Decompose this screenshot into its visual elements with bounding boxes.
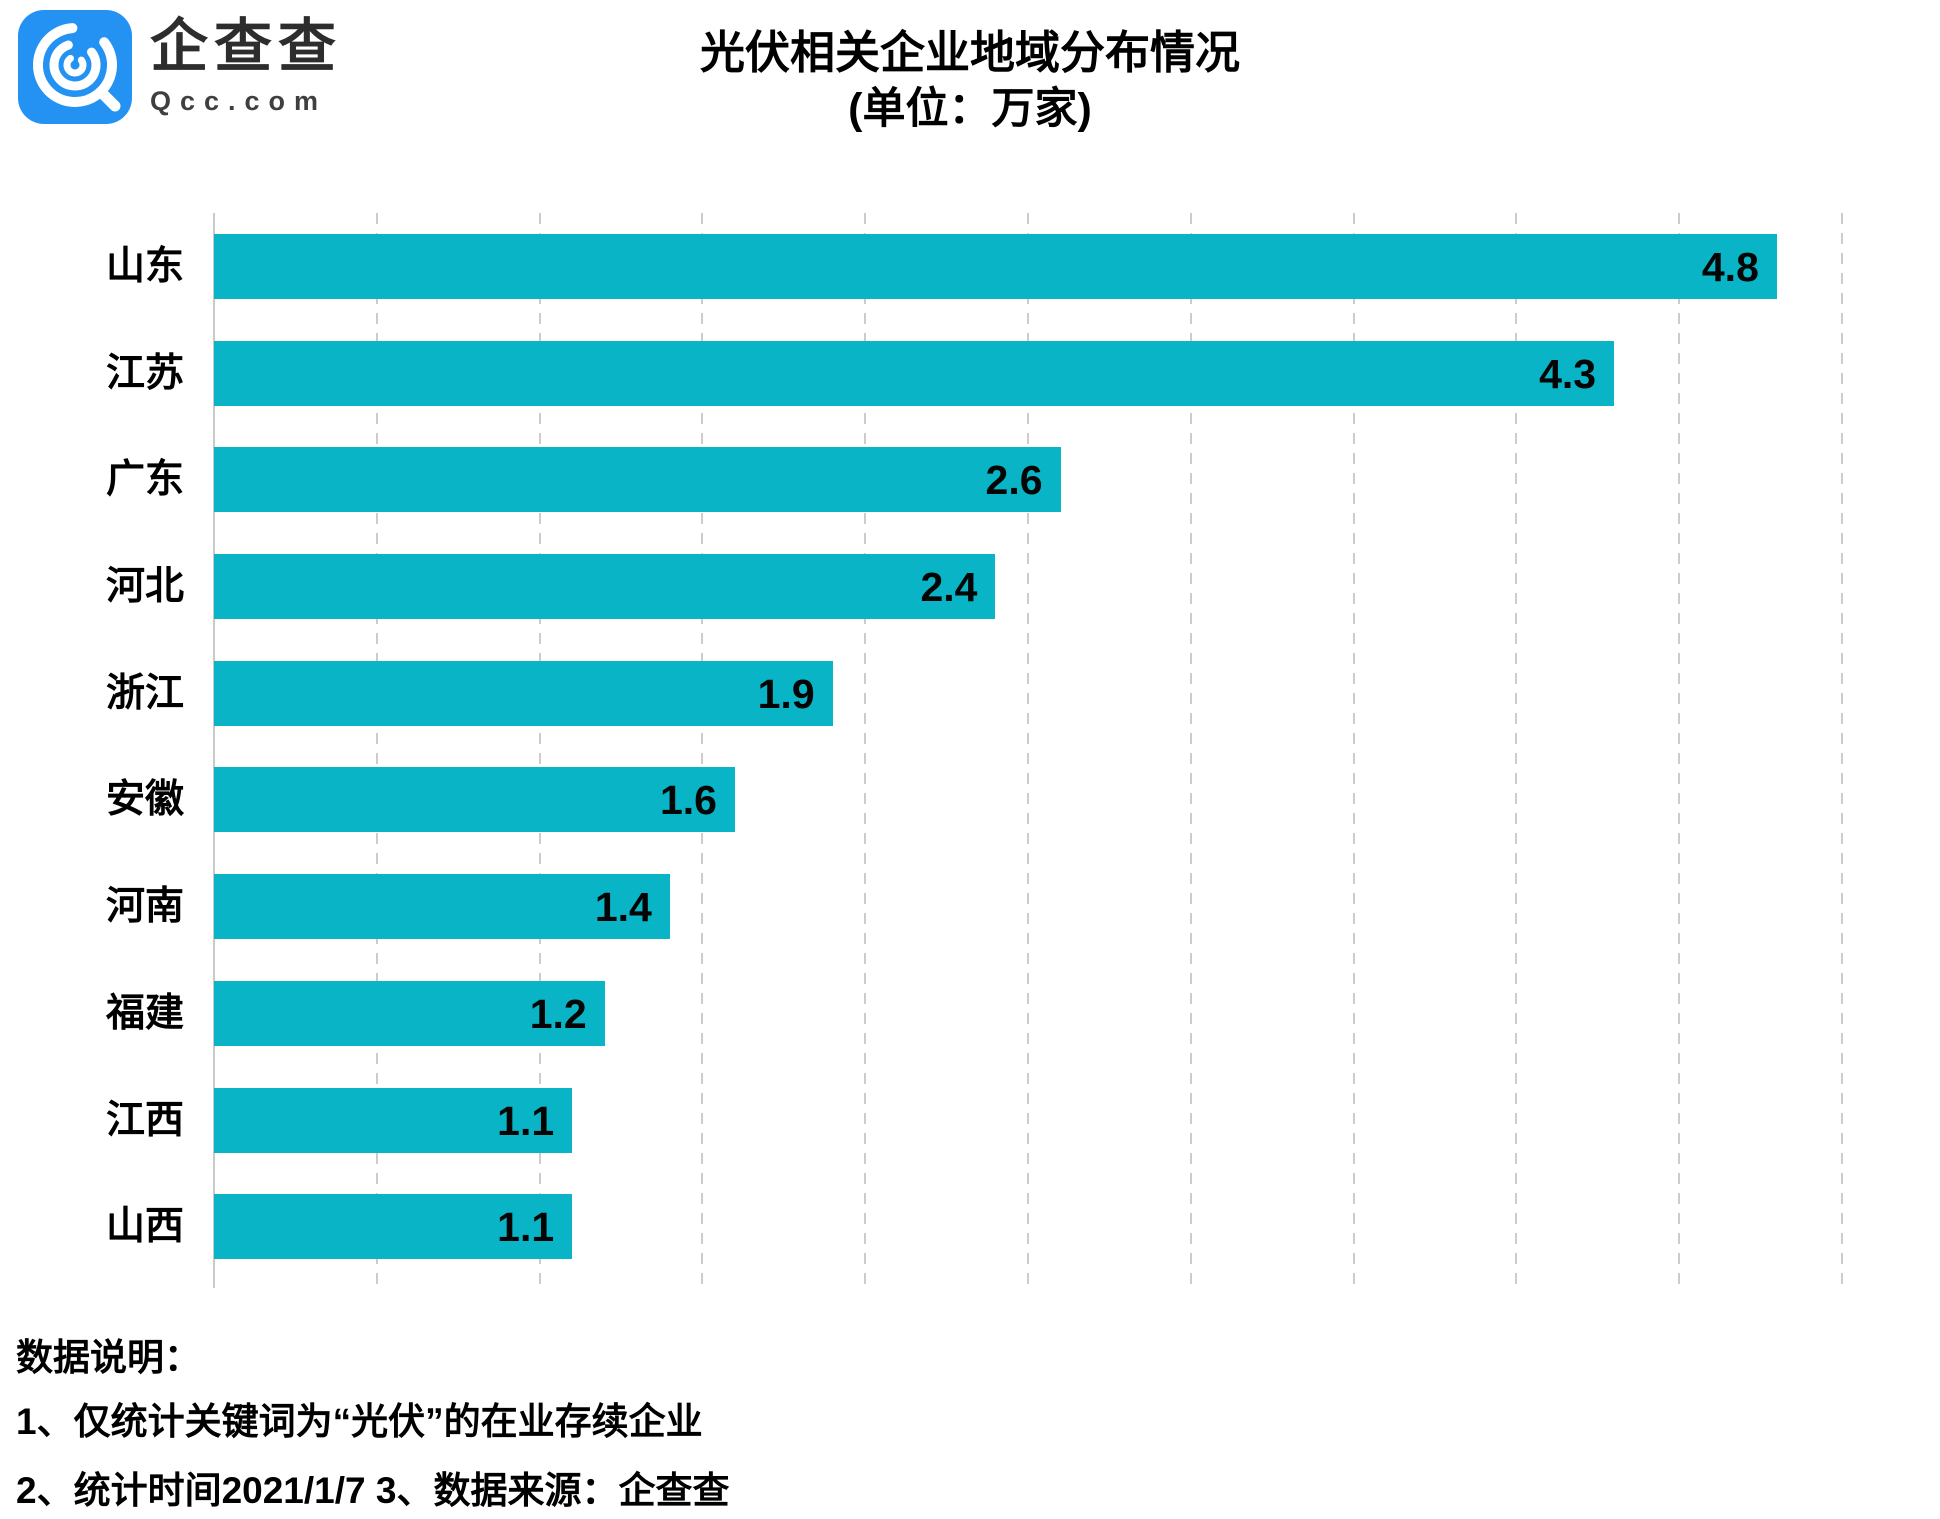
category-label: 河南 (105, 885, 184, 929)
footnote-1: 1、仅统计关键词为“光伏”的在业存续企业 (16, 1401, 703, 1442)
axis-line (213, 213, 215, 1288)
category-label: 山东 (105, 245, 184, 288)
bar: 4.8 (214, 234, 1777, 299)
bar-track: 4.3 (214, 340, 1842, 406)
gridline (1352, 213, 1355, 1288)
qcc-logo: 企查查 Qcc.com (18, 10, 342, 124)
bar-track: 2.6 (214, 447, 1842, 513)
bar-row: 广东 2.6 (0, 447, 1940, 554)
bar: 1.4 (214, 874, 670, 940)
gridline (1027, 213, 1029, 1288)
gridline (1841, 213, 1843, 1288)
bar: 2.4 (214, 554, 996, 620)
category-label: 福建 (105, 991, 184, 1035)
gridline (864, 213, 867, 1288)
bar: 4.3 (214, 340, 1615, 406)
category-label: 江苏 (105, 351, 184, 395)
gridline (1678, 213, 1681, 1288)
title-block: 光伏相关企业地域分布情况 (单位：万家) (0, 24, 1940, 138)
gridline (375, 213, 378, 1288)
bar: 1.1 (214, 1087, 573, 1153)
value-label: 2.6 (985, 457, 1043, 504)
gridline (1189, 213, 1192, 1288)
bar-track: 1.6 (214, 767, 1842, 833)
gridline (538, 213, 541, 1288)
bar-row: 河南 1.4 (0, 874, 1940, 981)
bar-row: 江西 1.1 (0, 1087, 1940, 1195)
bar-row: 河北 2.4 (0, 554, 1940, 661)
value-label: 4.3 (1539, 350, 1597, 397)
category-label: 浙江 (105, 671, 184, 715)
gridline (701, 213, 704, 1288)
bar-row: 安徽 1.6 (0, 767, 1940, 874)
value-label: 1.1 (497, 1204, 555, 1251)
bar: 2.6 (214, 447, 1061, 513)
logo-name: 企查查 (150, 14, 343, 79)
bar-track: 1.4 (214, 874, 1842, 940)
bar-row: 浙江 1.9 (0, 660, 1940, 768)
bar-track: 1.2 (214, 980, 1842, 1046)
qcc-logo-icon (18, 10, 132, 124)
bar-track: 1.9 (214, 660, 1842, 726)
bar: 1.1 (214, 1194, 573, 1260)
bar-track: 1.1 (214, 1087, 1842, 1153)
bar-row: 山西 1.1 (0, 1194, 1940, 1301)
value-label: 1.4 (594, 884, 652, 931)
category-label: 河北 (105, 565, 184, 609)
bar-row: 山东 4.8 (0, 234, 1940, 341)
gridline (1515, 213, 1518, 1288)
footnotes: 数据说明： 1、仅统计关键词为“光伏”的在业存续企业 2、统计时间2021/1/… (16, 1336, 729, 1513)
value-label: 1.9 (757, 670, 815, 717)
value-label: 1.1 (497, 1097, 555, 1144)
value-label: 2.4 (920, 564, 978, 611)
bar-row: 江苏 4.3 (0, 340, 1940, 448)
category-label: 山西 (105, 1205, 184, 1249)
category-label: 广东 (105, 458, 184, 502)
bar: 1.9 (214, 660, 833, 726)
value-label: 4.8 (1701, 244, 1759, 290)
bar-chart: 山东 4.8 江苏 4.3 广东 2.6 河北 2.4 浙江 1.9 安徽 1.6 河南 1.4 福建 1.2… (0, 213, 1940, 1288)
chart-title: 光伏相关企业地域分布情况 (699, 27, 1240, 78)
value-label: 1.2 (529, 990, 587, 1037)
footnote-heading: 数据说明： (16, 1337, 201, 1378)
bar: 1.2 (214, 980, 605, 1046)
logo-domain: Qcc.com (150, 86, 328, 116)
bar: 1.6 (214, 767, 735, 833)
bar-track: 1.1 (214, 1194, 1842, 1260)
category-label: 江西 (105, 1098, 184, 1142)
footnote-2: 2、统计时间2021/1/7 3、数据来源：企查查 (16, 1470, 730, 1511)
value-label: 1.6 (659, 777, 717, 824)
logo-text: 企查查 Qcc.com (150, 10, 342, 117)
grid-layer (213, 213, 1843, 1288)
bar-rows: 山东 4.8 江苏 4.3 广东 2.6 河北 2.4 浙江 1.9 安徽 1.6 河南 1.4 福建 1.2… (0, 234, 1940, 1301)
chart-subtitle: (单位：万家) (848, 85, 1092, 133)
bar-track: 2.4 (214, 554, 1842, 620)
bar-track: 4.8 (214, 234, 1842, 299)
bar-row: 福建 1.2 (0, 980, 1940, 1088)
category-label: 安徽 (105, 778, 184, 822)
